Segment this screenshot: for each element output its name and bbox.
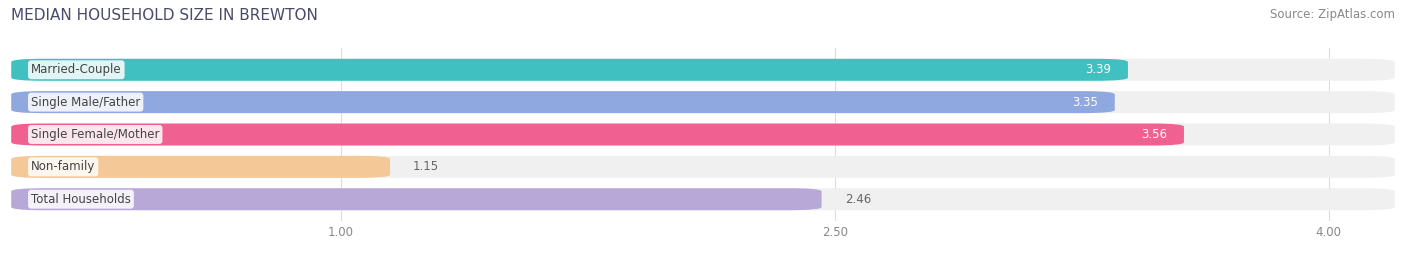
FancyBboxPatch shape — [11, 59, 1395, 81]
FancyBboxPatch shape — [11, 123, 1395, 146]
Text: 3.35: 3.35 — [1073, 96, 1098, 109]
Text: MEDIAN HOUSEHOLD SIZE IN BREWTON: MEDIAN HOUSEHOLD SIZE IN BREWTON — [11, 8, 318, 23]
Text: 3.39: 3.39 — [1085, 63, 1112, 76]
Text: 1.15: 1.15 — [413, 160, 439, 173]
Text: Non-family: Non-family — [31, 160, 96, 173]
FancyBboxPatch shape — [11, 91, 1115, 113]
Text: Married-Couple: Married-Couple — [31, 63, 122, 76]
Text: 3.56: 3.56 — [1142, 128, 1167, 141]
Text: Source: ZipAtlas.com: Source: ZipAtlas.com — [1270, 8, 1395, 21]
FancyBboxPatch shape — [11, 156, 389, 178]
FancyBboxPatch shape — [11, 123, 1184, 146]
FancyBboxPatch shape — [11, 59, 1128, 81]
Text: 2.46: 2.46 — [845, 193, 870, 206]
FancyBboxPatch shape — [11, 188, 821, 210]
Text: Single Female/Mother: Single Female/Mother — [31, 128, 159, 141]
FancyBboxPatch shape — [11, 188, 1395, 210]
Text: Single Male/Father: Single Male/Father — [31, 96, 141, 109]
FancyBboxPatch shape — [11, 91, 1395, 113]
FancyBboxPatch shape — [11, 156, 1395, 178]
Text: Total Households: Total Households — [31, 193, 131, 206]
